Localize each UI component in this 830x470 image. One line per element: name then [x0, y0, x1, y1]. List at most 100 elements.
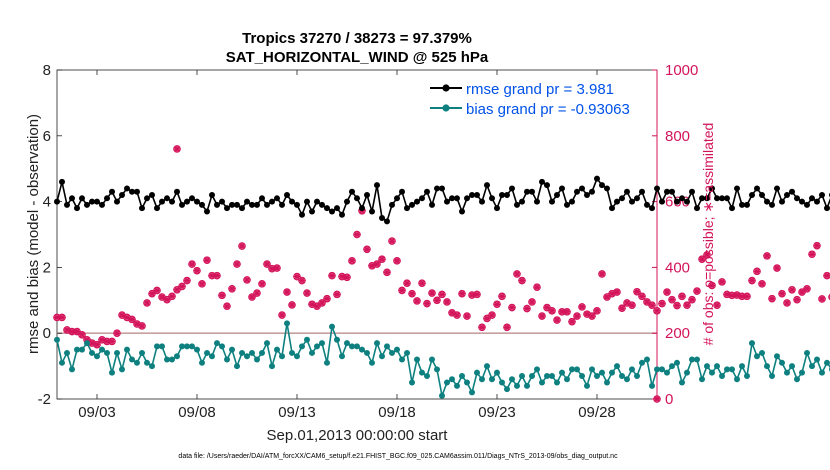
- bias-point: [709, 369, 715, 376]
- rmse-point: [124, 185, 130, 192]
- rmse-point: [349, 188, 355, 195]
- rmse-point: [149, 192, 155, 199]
- y-left-tick-label: 0: [43, 325, 51, 342]
- bias-point: [374, 340, 380, 347]
- rmse-point: [739, 201, 745, 208]
- obs-assimilated-point: [538, 312, 546, 320]
- obs-assimilated-point: [133, 320, 141, 328]
- rmse-point: [459, 208, 465, 215]
- obs-assimilated-point: [693, 287, 701, 295]
- obs-assimilated-point: [678, 292, 686, 300]
- rmse-point: [514, 201, 520, 208]
- obs-assimilated-point: [328, 272, 336, 280]
- obs-assimilated-point: [653, 395, 661, 403]
- bias-point: [419, 369, 425, 376]
- rmse-point: [454, 195, 460, 202]
- rmse-point: [749, 192, 755, 199]
- obs-assimilated-point: [198, 280, 206, 288]
- rmse-point: [259, 195, 265, 202]
- obs-assimilated-point: [533, 283, 541, 291]
- obs-assimilated-point: [753, 267, 761, 275]
- bias-point: [389, 349, 395, 356]
- rmse-point: [299, 211, 305, 218]
- bias-point: [619, 372, 625, 379]
- bias-point: [224, 356, 230, 363]
- obs-assimilated-point: [518, 276, 526, 285]
- bias-point: [624, 376, 630, 383]
- obs-assimilated-point: [448, 309, 456, 317]
- bias-point: [54, 336, 60, 343]
- bias-point: [204, 349, 210, 356]
- x-tick-label: 09/28: [578, 404, 616, 421]
- rmse-point: [484, 182, 490, 189]
- bias-point: [139, 349, 145, 356]
- bias-point: [764, 363, 770, 370]
- bias-point: [249, 349, 255, 356]
- obs-assimilated-point: [253, 289, 261, 297]
- bias-point: [539, 379, 545, 386]
- bias-point: [429, 356, 435, 363]
- bias-point: [779, 359, 785, 366]
- obs-assimilated-point: [498, 292, 506, 300]
- rmse-point: [769, 201, 775, 208]
- y-axis-right: 02004006008001000: [652, 62, 698, 408]
- obs-assimilated-point: [323, 295, 331, 303]
- obs-assimilated-point: [578, 303, 586, 311]
- rmse-point: [439, 185, 445, 192]
- bias-point: [784, 369, 790, 376]
- rmse-point: [264, 201, 270, 208]
- x-tick-label: 09/03: [78, 404, 116, 421]
- bias-point: [569, 366, 575, 373]
- bias-point: [179, 343, 185, 350]
- rmse-point: [244, 198, 250, 205]
- obs-assimilated-point: [703, 251, 711, 259]
- obs-assimilated-point: [308, 300, 316, 308]
- bias-point: [304, 336, 310, 343]
- bias-point: [174, 353, 180, 360]
- rmse-point: [144, 195, 150, 202]
- rmse-point: [649, 205, 655, 212]
- bias-point: [289, 349, 295, 356]
- y-axis-left: -2 0 2 4 6 8: [38, 62, 62, 408]
- obs-assimilated-point: [698, 255, 706, 263]
- rmse-point: [114, 198, 120, 205]
- obs-assimilated-point: [688, 296, 696, 304]
- bias-point: [629, 366, 635, 373]
- obs-assimilated-point: [98, 336, 106, 344]
- obs-assimilated-point: [248, 293, 256, 301]
- obs-assimilated-point: [128, 315, 136, 323]
- rmse-point: [204, 208, 210, 215]
- obs-assimilated-point: [173, 145, 181, 153]
- y-left-tick-label: 2: [43, 259, 51, 276]
- obs-assimilated-point: [573, 312, 581, 320]
- obs-assimilated-point: [468, 291, 476, 299]
- x-axis-label: Sep.01,2013 00:00:00 start: [267, 427, 449, 444]
- rmse-point: [249, 201, 255, 208]
- bias-point: [159, 343, 165, 350]
- rmse-point: [694, 205, 700, 212]
- obs-assimilated-point: [418, 279, 426, 287]
- rmse-point: [474, 192, 480, 199]
- obs-assimilated-point: [658, 299, 666, 308]
- bias-point: [669, 363, 675, 370]
- bias-point: [499, 379, 505, 386]
- y-right-tick-label: 800: [665, 128, 690, 145]
- obs-assimilated-point: [598, 270, 606, 278]
- rmse-point: [699, 195, 705, 202]
- bias-point: [79, 346, 85, 353]
- bias-point: [579, 372, 585, 379]
- y-left-tick-label: 6: [43, 128, 51, 145]
- obs-assimilated-point: [438, 290, 446, 298]
- bias-point: [199, 359, 205, 366]
- bias-point: [354, 343, 360, 350]
- rmse-point: [214, 201, 220, 208]
- obs-assimilated-point: [453, 311, 461, 319]
- obs-assimilated-point: [53, 313, 61, 322]
- bias-point: [264, 340, 270, 347]
- obs-assimilated-point: [143, 299, 151, 307]
- bias-point: [454, 382, 460, 389]
- obs-assimilated-point: [413, 297, 421, 305]
- x-axis: 09/03 09/08 09/13 09/18 09/23 09/28: [78, 70, 616, 421]
- bias-point: [189, 343, 195, 350]
